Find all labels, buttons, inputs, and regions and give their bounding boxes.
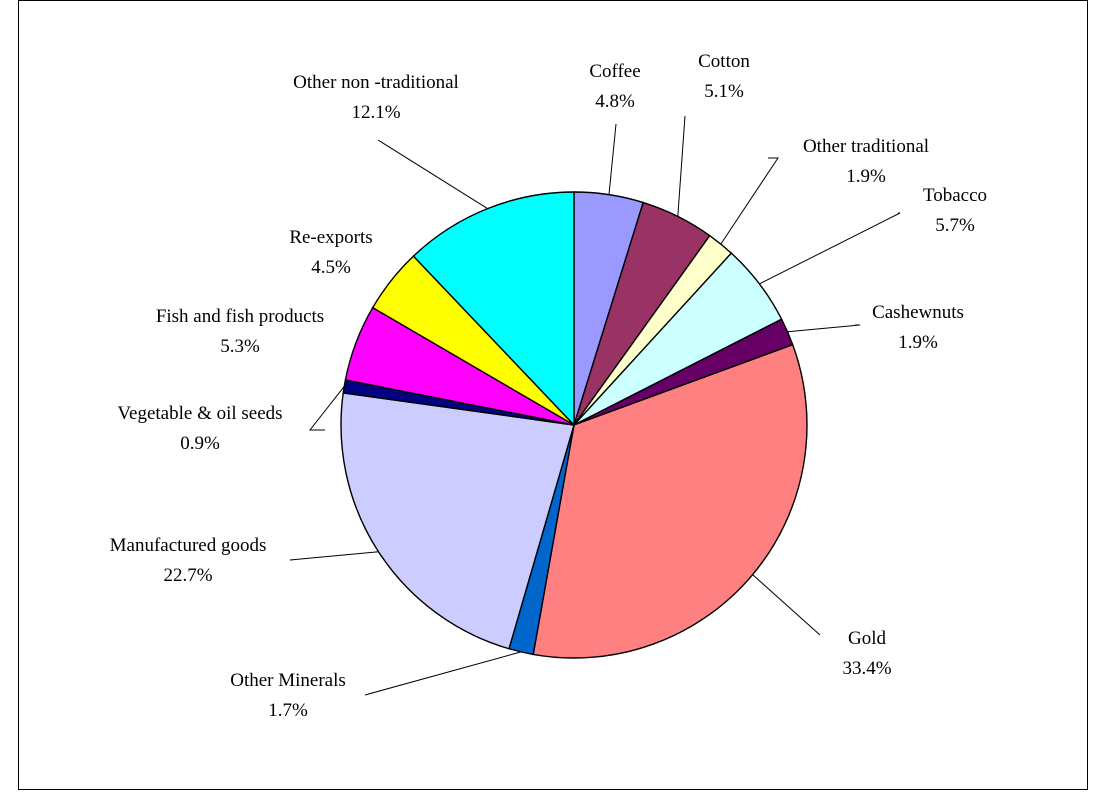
leader-line-other-minerals — [364, 651, 522, 696]
slice-label-gold: Gold — [848, 628, 887, 649]
pie-slice-other-non-traditional — [412, 191, 575, 427]
slice-value-manufactured-goods: 22.7% — [163, 565, 212, 586]
slice-value-cotton: 5.1% — [704, 81, 744, 102]
slice-label-other-non-traditional: Other non -traditional — [293, 72, 459, 93]
slice-value-coffee: 4.8% — [595, 91, 635, 112]
slice-value-tobacco: 5.7% — [935, 215, 975, 236]
slice-value-other-traditional: 1.9% — [846, 166, 886, 187]
leader-line-tobacco — [759, 212, 901, 285]
pie-slices — [340, 191, 808, 659]
leader-line-coffee — [608, 123, 617, 195]
slice-value-other-minerals: 1.7% — [268, 700, 308, 721]
slice-label-coffee: Coffee — [589, 61, 640, 82]
slice-label-manufactured-goods: Manufactured goods — [110, 535, 267, 556]
slice-value-fish-and-fish-products: 5.3% — [220, 336, 260, 357]
leader-line-cashewnuts — [787, 324, 861, 333]
slice-value-gold: 33.4% — [842, 658, 891, 679]
slice-label-cashewnuts: Cashewnuts — [872, 302, 964, 323]
leader-line-other-non-traditional — [377, 139, 488, 210]
slice-label-other-minerals: Other Minerals — [230, 670, 346, 691]
slice-label-other-traditional: Other traditional — [803, 136, 929, 157]
leader-line-vegetable-oil-seeds — [308, 386, 345, 431]
pie-slice-manufactured-goods — [340, 392, 575, 650]
slice-label-fish-and-fish-products: Fish and fish products — [156, 306, 324, 327]
slice-labels: Coffee 4.8% Cotton 5.1% Other traditional 1.9… — [110, 51, 987, 721]
slice-label-vegetable-oil-seeds: Vegetable & oil seeds — [117, 403, 282, 424]
slice-label-re-exports: Re-exports — [289, 227, 372, 248]
leader-lines — [289, 115, 901, 696]
leader-line-other-traditional — [720, 157, 779, 245]
slice-value-vegetable-oil-seeds: 0.9% — [180, 433, 220, 454]
leader-line-gold — [752, 574, 821, 636]
leader-line-manufactured-goods — [289, 551, 379, 561]
slice-value-re-exports: 4.5% — [311, 257, 351, 278]
slice-value-cashewnuts: 1.9% — [898, 332, 938, 353]
pie-slice-gold — [532, 343, 808, 659]
slice-label-tobacco: Tobacco — [923, 185, 987, 206]
slice-value-other-non-traditional: 12.1% — [351, 102, 400, 123]
slice-label-cotton: Cotton — [698, 51, 750, 72]
leader-line-cotton — [677, 115, 686, 217]
